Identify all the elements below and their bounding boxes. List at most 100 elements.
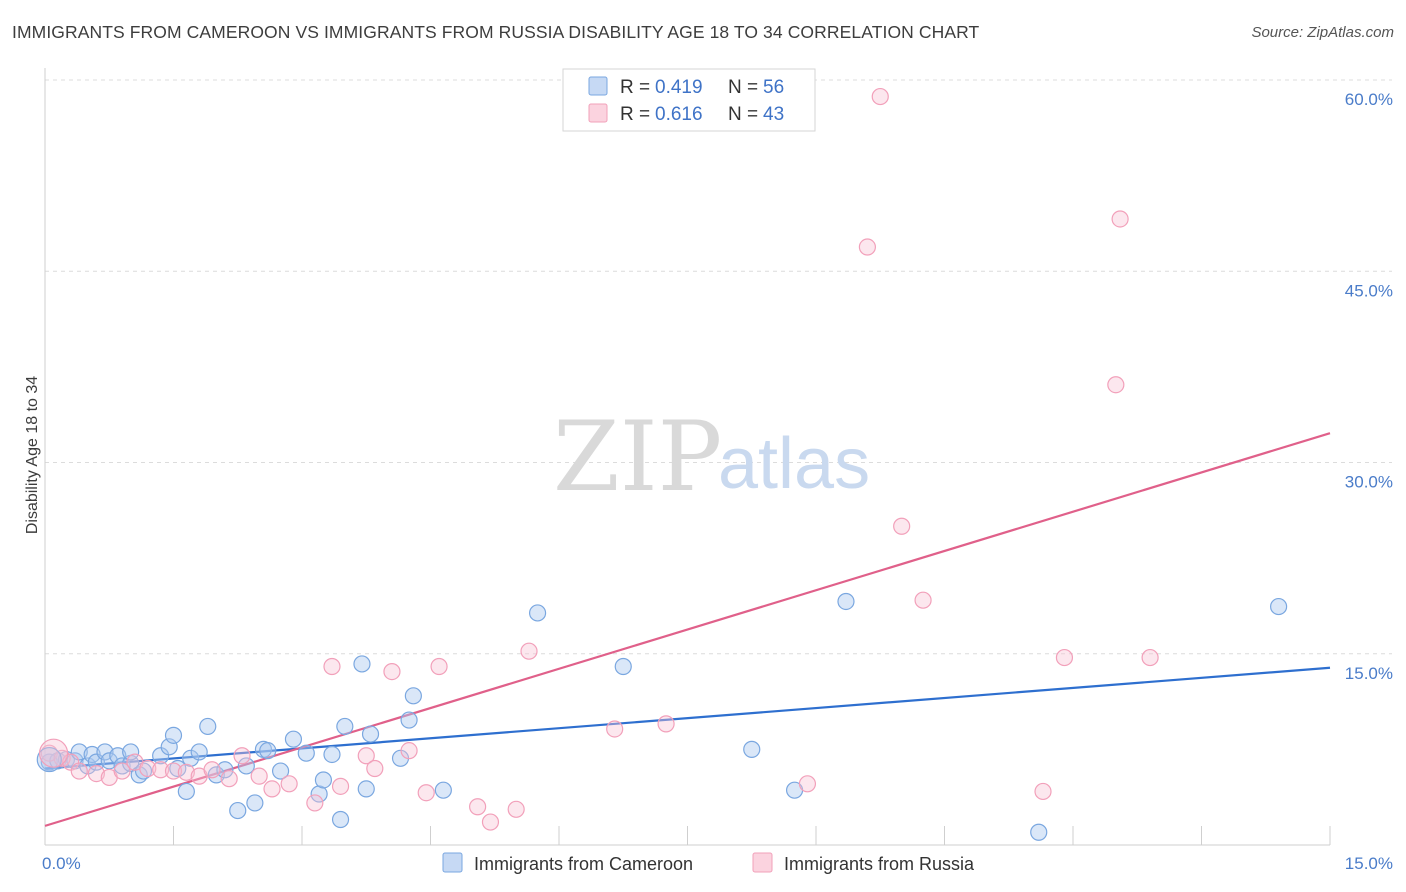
point-cameroon	[40, 753, 58, 771]
point-cameroon	[122, 743, 140, 761]
bottom-legend-label-russia: Immigrants from Russia	[784, 854, 975, 874]
point-russia	[233, 747, 251, 765]
legend-n-label-russia: N =	[728, 104, 758, 125]
point-cameroon	[237, 757, 255, 775]
point-cameroon	[331, 810, 350, 829]
point-russia	[366, 759, 384, 778]
point-cameroon	[336, 717, 354, 736]
y-tick-label: 30.0%	[1345, 473, 1393, 492]
point-cameroon	[310, 785, 328, 803]
point-cameroon	[182, 749, 200, 767]
data-points	[36, 87, 1288, 841]
point-russia	[152, 761, 170, 779]
point-russia	[331, 777, 350, 795]
axes	[44, 68, 1331, 846]
point-russia	[177, 763, 195, 781]
legend-r-value-cameroon: 0.419	[655, 77, 703, 98]
point-cameroon	[284, 730, 303, 748]
point-russia	[657, 715, 675, 733]
point-russia	[70, 762, 88, 780]
grid-lines	[45, 79, 1392, 655]
legend-swatch-cameroon	[588, 76, 608, 96]
bottom-legend-swatch-russia	[752, 852, 773, 873]
point-russia	[306, 794, 324, 812]
y-axis-label: Disability Age 18 to 34	[24, 376, 41, 534]
legend-r-label-cameroon: R =	[620, 77, 650, 98]
point-russia	[38, 738, 69, 768]
point-russia	[1107, 376, 1125, 394]
watermark-atlas: atlas	[718, 424, 870, 504]
point-cameroon	[614, 657, 632, 676]
bottom-legend-label-cameroon: Immigrants from Cameroon	[474, 854, 693, 874]
point-cameroon	[259, 742, 277, 760]
legend-n-label-cameroon: N =	[728, 77, 758, 98]
point-cameroon	[314, 771, 333, 789]
point-cameroon	[323, 745, 341, 764]
point-russia	[203, 761, 221, 779]
y-tick-label: 45.0%	[1345, 281, 1393, 300]
point-cameroon	[152, 747, 170, 765]
point-russia	[323, 657, 341, 676]
point-russia	[469, 798, 487, 816]
point-cameroon	[246, 794, 264, 812]
point-cameroon	[199, 717, 217, 736]
point-cameroon	[229, 801, 247, 820]
legend-r-label-russia: R =	[620, 104, 650, 125]
point-cameroon	[1030, 823, 1048, 841]
point-russia	[1141, 648, 1159, 667]
point-cameroon	[36, 746, 62, 773]
point-russia	[417, 784, 435, 802]
point-russia	[280, 775, 298, 793]
point-russia	[507, 800, 525, 818]
point-russia	[87, 764, 106, 783]
point-cameroon	[1269, 597, 1288, 616]
point-russia	[400, 742, 418, 760]
point-cameroon	[434, 781, 452, 799]
legend-swatch-russia	[588, 103, 608, 123]
legend-box: R = 0.419 N = 56 R = 0.616 N = 43	[562, 68, 816, 132]
point-russia	[858, 238, 877, 256]
legend-n-value-russia: 43	[763, 104, 784, 125]
point-cameroon	[353, 655, 371, 673]
point-russia	[1034, 782, 1052, 801]
point-cameroon	[297, 744, 315, 762]
point-cameroon	[96, 743, 114, 761]
point-russia	[40, 744, 58, 762]
point-russia	[1111, 210, 1129, 228]
point-cameroon	[177, 782, 195, 801]
point-russia	[1055, 648, 1074, 667]
point-russia	[139, 759, 157, 778]
point-cameroon	[837, 592, 855, 611]
point-russia	[914, 591, 932, 609]
point-russia	[164, 762, 183, 780]
point-russia	[520, 642, 538, 660]
x-tick-labels: 0.0% 15.0%	[42, 854, 1393, 873]
chart-title: IMMIGRANTS FROM CAMEROON VS IMMIGRANTS F…	[12, 22, 980, 42]
point-russia	[357, 747, 375, 765]
x-tick-label: 0.0%	[42, 854, 81, 873]
point-russia	[481, 813, 500, 831]
point-cameroon	[528, 604, 547, 622]
trend-lines	[44, 432, 1331, 827]
point-russia	[53, 749, 71, 767]
watermark-zip: ZIP	[553, 401, 722, 513]
point-russia	[430, 657, 448, 676]
y-tick-label: 15.0%	[1345, 664, 1393, 683]
point-cameroon	[190, 743, 208, 761]
point-russia	[893, 517, 911, 535]
point-russia	[383, 662, 401, 681]
bottom-legend-swatch-cameroon	[442, 852, 463, 873]
point-russia	[113, 762, 131, 780]
y-tick-labels: 15.0% 30.0% 45.0% 60.0%	[1345, 90, 1393, 683]
trend-line-cameroon	[44, 666, 1331, 770]
trend-line-russia	[44, 432, 1331, 827]
legend-n-value-cameroon: 56	[763, 77, 784, 98]
point-cameroon	[271, 762, 290, 780]
point-russia	[606, 720, 624, 738]
legend-r-value-russia: 0.616	[655, 104, 703, 125]
watermark: ZIP atlas	[553, 401, 870, 513]
point-cameroon	[164, 726, 183, 744]
source-credit: Source: ZipAtlas.com	[1251, 24, 1394, 41]
bottom-legend: Immigrants from Cameroon Immigrants from…	[442, 852, 975, 874]
